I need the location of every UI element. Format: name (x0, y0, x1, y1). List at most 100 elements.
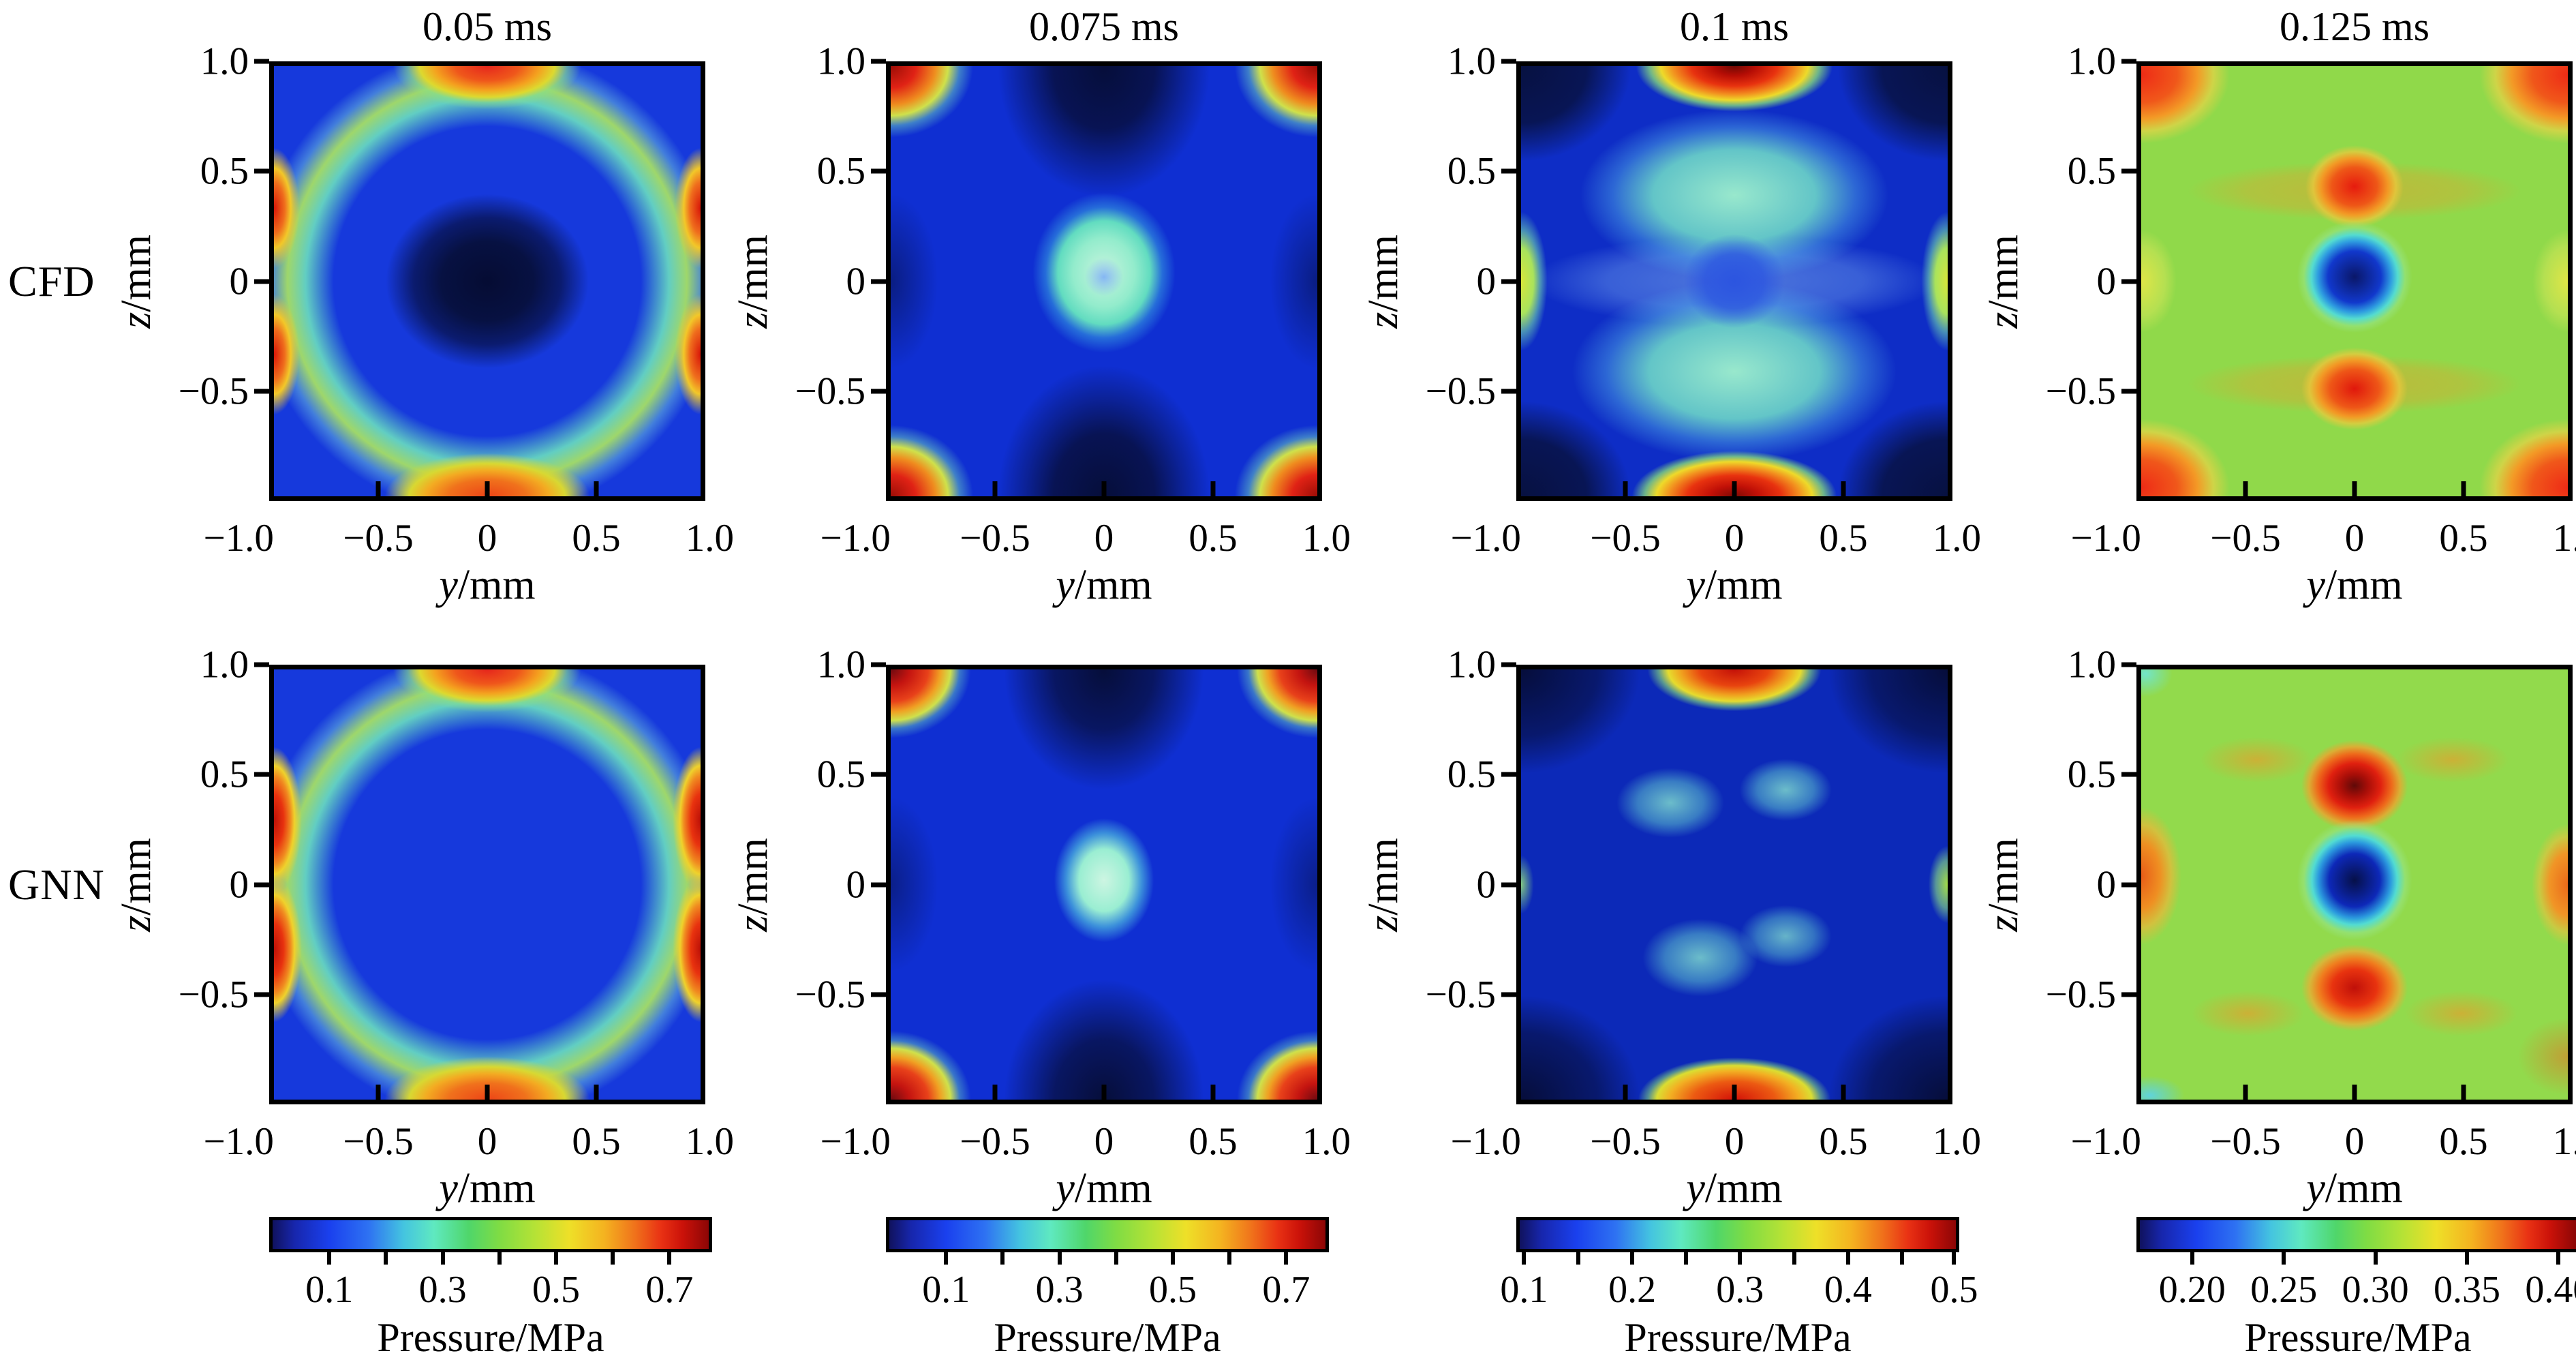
heatmap-gnn-0.05ms (269, 665, 705, 1104)
y-tick-label: 0 (1476, 863, 1497, 906)
x-tick-label: −0.5 (960, 517, 1030, 560)
y-tick-label: 0 (846, 260, 866, 303)
y-tick-label: 0 (1476, 260, 1497, 303)
x-tick-label: −0.5 (343, 517, 414, 560)
y-tick-label: 1.0 (816, 643, 865, 686)
x-tick-label: −1.0 (820, 1120, 891, 1163)
y-tick-label: 0.5 (200, 149, 249, 193)
y-tick-mark (254, 168, 269, 174)
y-axis-variable: z (113, 312, 159, 329)
colorbar-gradient (889, 1220, 1325, 1249)
y-tick-label: 1.0 (200, 643, 249, 686)
x-tick-label: 0.5 (1189, 517, 1238, 560)
y-axis-label: z/mm (1360, 837, 1407, 932)
x-axis-label: y/mm (1056, 1167, 1152, 1209)
x-tick-mark (992, 481, 998, 496)
colorbar-tick-label: 0.1 (1500, 1269, 1548, 1311)
x-tick-label: 1.0 (685, 1120, 735, 1163)
y-axis-unit: /mm (1360, 837, 1407, 916)
colorbar-0.075ms: 0.1 0.3 0.5 0.7 Pressure/MPa (886, 1217, 1329, 1358)
heatmap-cfd-0.125ms (2136, 61, 2573, 501)
x-tick-mark (594, 481, 599, 496)
panel-cfd-0.1ms: 0.1 ms 1.0 0.5 0 −0.5 −1.0 −0.5 0 0.5 1.… (1360, 4, 1981, 606)
y-axis-unit: /mm (1980, 234, 2027, 312)
y-axis-variable: z (1980, 312, 2027, 329)
y-axis-unit: /mm (113, 837, 159, 916)
x-tick-label: −0.5 (1590, 517, 1661, 560)
x-tick-label: −0.5 (960, 1120, 1030, 1163)
y-tick-mark (1501, 992, 1516, 997)
colorbar-tick-label: 0.3 (1035, 1269, 1084, 1311)
x-tick-label: −0.5 (343, 1120, 414, 1163)
x-axis-label: y/mm (1686, 1167, 1782, 1209)
y-axis-variable: z (1980, 915, 2027, 932)
y-tick-label: 0 (229, 260, 249, 303)
colorbar-axis-label: Pressure/MPa (1624, 1315, 1852, 1360)
x-axis-unit: /mm (1074, 1165, 1152, 1211)
x-tick-label: 1.0 (2552, 517, 2576, 560)
x-tick-mark (375, 481, 381, 496)
y-axis-label: z/mm (113, 234, 159, 329)
y-axis-variable: z (1360, 312, 1407, 329)
colorbar-tick-mark (1630, 1252, 1635, 1265)
y-tick-label: 0 (2096, 260, 2117, 303)
y-tick-mark (2121, 389, 2136, 394)
y-axis-label: z/mm (730, 235, 776, 329)
x-tick-label: 0 (2344, 1120, 2365, 1163)
y-tick-label: 1.0 (816, 40, 865, 83)
colorbar-0.1ms: 0.1 0.2 0.3 0.4 0.5 Pressure/MPa (1500, 1217, 1978, 1358)
y-axis-unit: /mm (113, 234, 159, 312)
x-tick-mark (2352, 481, 2357, 496)
x-tick-label: −1.0 (2070, 517, 2141, 560)
x-tick-label: 0.5 (1819, 1120, 1868, 1163)
panel-gnn-0.1ms: 1.0 0.5 0 −0.5 −1.0 −0.5 0 0.5 1.0 z/mm … (1360, 646, 1981, 1210)
x-tick-label: 0.5 (2439, 1120, 2488, 1163)
panel-gnn-0.125ms: 1.0 0.5 0 −0.5 −1.0 −0.5 0 0.5 1.0 z/mm … (1980, 646, 2576, 1210)
y-tick-mark (2121, 882, 2136, 887)
y-tick-mark (871, 992, 886, 997)
x-tick-label: −1.0 (1450, 517, 1521, 560)
colorbar-tick-mark (944, 1252, 949, 1265)
y-tick-mark (871, 662, 886, 667)
y-tick-label: 1.0 (2067, 643, 2116, 686)
colorbar-tick-mark (1683, 1252, 1688, 1265)
row-label-cfd: CFD (8, 256, 95, 305)
colorbar-tick-mark (2373, 1252, 2378, 1265)
x-axis-variable: y (1686, 1165, 1705, 1211)
y-tick-mark (254, 279, 269, 284)
x-tick-label: 0.5 (2439, 517, 2488, 560)
x-axis-unit: /mm (1074, 562, 1152, 608)
colorbar-tick-mark (1952, 1252, 1957, 1265)
y-tick-label: 0.5 (1447, 753, 1496, 796)
x-tick-mark (2352, 1085, 2357, 1100)
x-tick-mark (1623, 1085, 1628, 1100)
heatmap-gnn-0.1ms (1516, 665, 1952, 1104)
colorbar-tick-mark (497, 1252, 502, 1265)
y-tick-mark (1501, 662, 1516, 667)
heatmap-gnn-0.075ms (886, 665, 1322, 1104)
colorbar-tick-mark (2282, 1252, 2286, 1265)
x-axis-variable: y (439, 1165, 458, 1211)
y-tick-mark (1501, 389, 1516, 394)
y-tick-mark (254, 772, 269, 777)
x-tick-mark (1101, 481, 1107, 496)
y-tick-mark (871, 279, 886, 284)
colorbar-tick-label: 0.7 (1262, 1269, 1310, 1311)
y-axis-variable: z (730, 915, 776, 932)
colorbar-tick-mark (2556, 1252, 2561, 1265)
colorbar-tick-label: 0.7 (645, 1269, 694, 1311)
colorbar-tick-mark (1000, 1252, 1005, 1265)
x-axis-label: y/mm (2306, 564, 2402, 606)
x-tick-label: 0 (1724, 517, 1745, 560)
y-tick-mark (1501, 279, 1516, 284)
y-axis-label: z/mm (1360, 235, 1407, 329)
x-tick-mark (2461, 481, 2466, 496)
heatmap-cfd-0.075ms (886, 61, 1322, 501)
y-tick-label: −0.5 (795, 369, 865, 413)
panel-title: 0.075 ms (1028, 4, 1180, 49)
x-tick-mark (485, 481, 490, 496)
y-tick-label: −0.5 (178, 973, 249, 1016)
x-tick-label: 0.5 (1819, 517, 1868, 560)
y-tick-label: 0.5 (816, 753, 865, 796)
y-tick-label: 0 (846, 863, 866, 906)
